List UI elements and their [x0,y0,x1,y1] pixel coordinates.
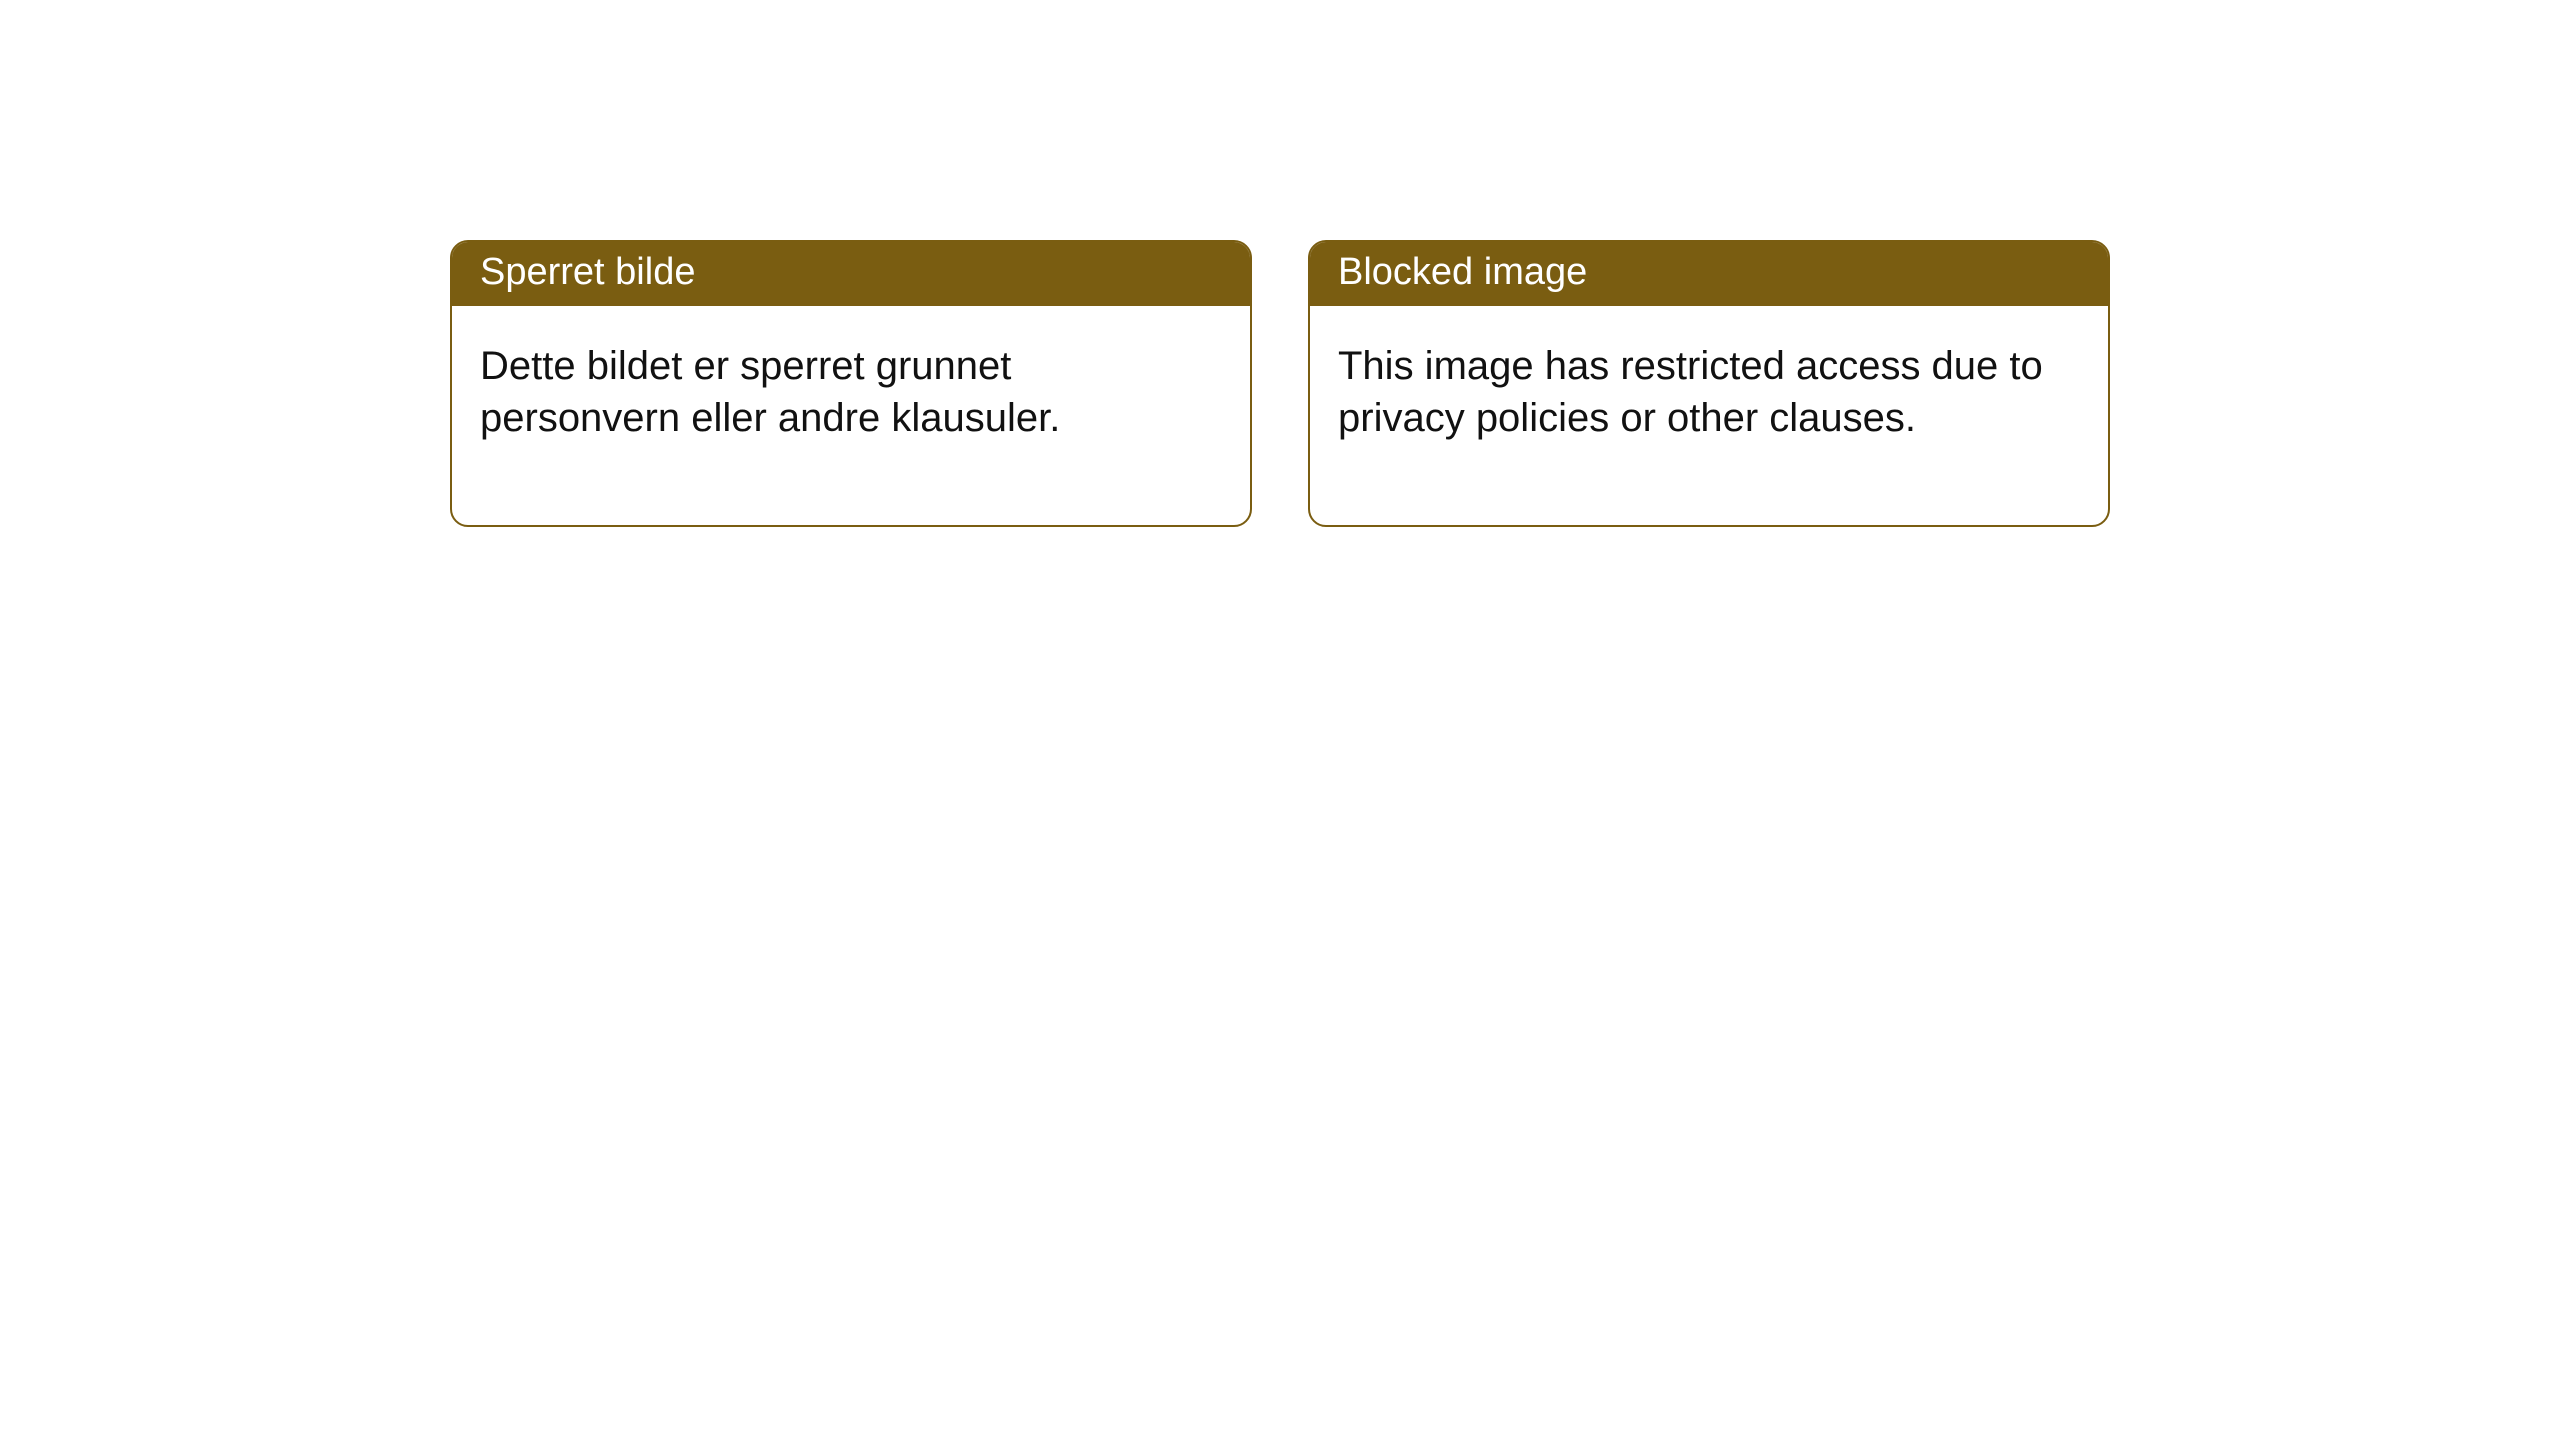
notice-card-english: Blocked image This image has restricted … [1308,240,2110,527]
card-body: This image has restricted access due to … [1310,306,2108,526]
card-title: Blocked image [1338,251,1587,293]
card-body: Dette bildet er sperret grunnet personve… [452,306,1250,526]
card-header: Blocked image [1310,242,2108,306]
card-body-text: Dette bildet er sperret grunnet personve… [480,344,1060,441]
card-header: Sperret bilde [452,242,1250,306]
card-title: Sperret bilde [480,251,695,293]
card-body-text: This image has restricted access due to … [1338,344,2043,441]
notice-card-norwegian: Sperret bilde Dette bildet er sperret gr… [450,240,1252,527]
notice-cards-container: Sperret bilde Dette bildet er sperret gr… [450,240,2110,527]
